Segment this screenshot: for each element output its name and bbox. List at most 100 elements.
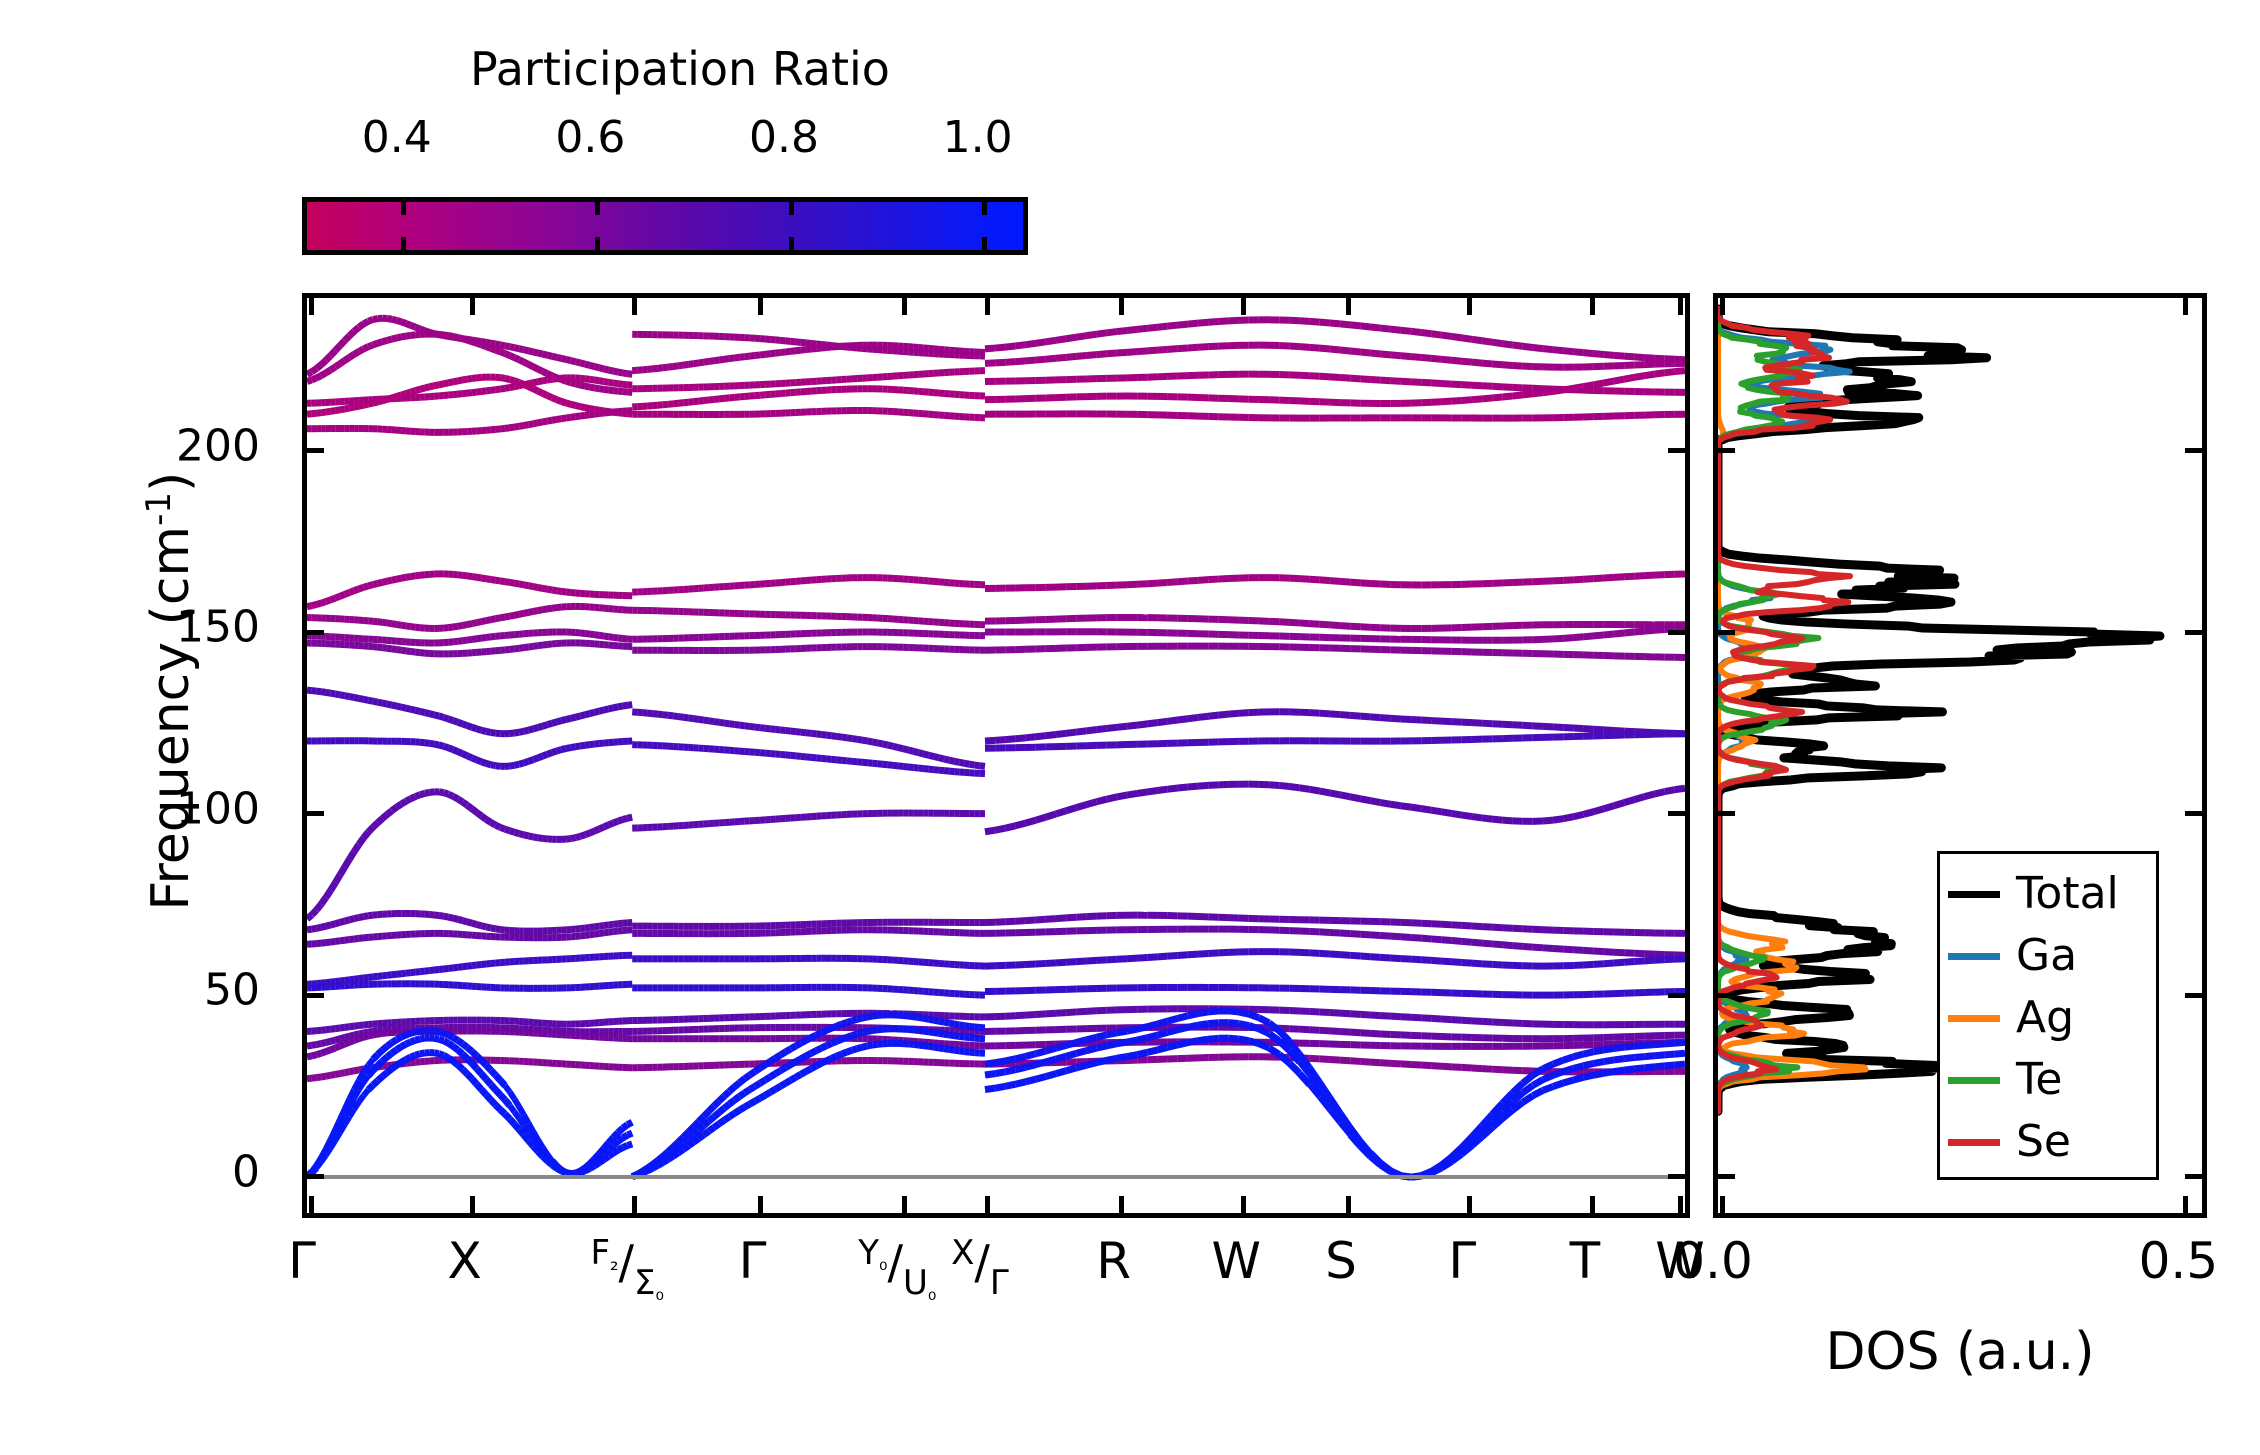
band-segment <box>376 397 384 406</box>
band-segment <box>546 585 553 594</box>
band-segment <box>338 1040 347 1050</box>
k-point-tick <box>757 1196 763 1213</box>
band-segment <box>810 339 817 348</box>
band-segment <box>409 1036 417 1046</box>
band-segment <box>938 1029 945 1038</box>
band-segment <box>1319 318 1331 327</box>
band-segment <box>1228 709 1239 718</box>
band-segment <box>346 1107 357 1119</box>
band-segment <box>455 1047 465 1057</box>
band-segment <box>597 823 606 833</box>
band-segment <box>994 1068 1006 1078</box>
band-segment <box>512 354 521 363</box>
band-segment <box>507 1090 517 1101</box>
band-segment <box>984 344 996 353</box>
band-segment <box>831 732 838 740</box>
band-segment <box>1410 1060 1422 1069</box>
band-segment <box>405 573 412 581</box>
band-segment <box>727 1084 737 1095</box>
band-segment <box>1380 714 1392 722</box>
band-segment <box>1593 350 1605 358</box>
band-segment <box>522 381 530 390</box>
band-segment <box>718 394 725 403</box>
legend-item-te[interactable]: Te <box>1948 1050 2062 1110</box>
band-segment <box>1096 956 1107 964</box>
band-segment <box>1502 924 1513 932</box>
band-segment <box>1106 955 1118 964</box>
legend-item-total[interactable]: Total <box>1948 864 2119 924</box>
band-segment <box>1319 1026 1331 1035</box>
colorbar-tick <box>401 202 407 215</box>
band-segment <box>601 1153 611 1163</box>
band-segment <box>367 581 374 590</box>
band-segment <box>1106 1054 1118 1064</box>
band-segment <box>1563 576 1574 584</box>
band-segment <box>1005 358 1016 366</box>
band-segment <box>404 1054 413 1063</box>
k-point-tick <box>632 1196 638 1213</box>
band-segment <box>1421 378 1432 387</box>
band-segment <box>1286 1060 1302 1076</box>
band-segment <box>636 1169 644 1179</box>
band-segment <box>391 620 398 628</box>
band-segment <box>994 343 1006 352</box>
band-segment <box>1126 348 1138 356</box>
band-segment <box>825 1055 834 1064</box>
colorbar-tick <box>594 237 600 250</box>
band-segment <box>1247 1010 1261 1021</box>
band-segment <box>773 1052 783 1062</box>
band-segment <box>1613 573 1625 581</box>
band-segment <box>556 415 563 423</box>
band-segment <box>621 1142 629 1151</box>
legend-item-ga[interactable]: Ga <box>1948 926 2077 986</box>
band-segment <box>386 394 393 403</box>
band-segment <box>1451 1016 1463 1024</box>
band-segment <box>744 352 751 361</box>
band-segment <box>437 1035 445 1045</box>
band-segment <box>799 1068 808 1078</box>
band-segment <box>1541 1083 1555 1094</box>
band-segment <box>1520 1072 1536 1086</box>
band-segment <box>657 710 664 719</box>
band-segment <box>339 936 346 945</box>
band-segment <box>490 615 497 624</box>
band-segment <box>1024 1075 1037 1086</box>
band-segment <box>1400 955 1412 963</box>
legend-item-se[interactable]: Se <box>1948 1112 2071 1172</box>
band-segment <box>495 385 501 394</box>
band-segment <box>344 1068 351 1077</box>
band-segment <box>1329 710 1341 719</box>
band-segment <box>442 1052 451 1061</box>
band-segment <box>513 828 521 837</box>
band-segment <box>1309 1007 1320 1016</box>
band-segment <box>508 376 516 385</box>
band-segment <box>391 575 398 584</box>
band-segment <box>320 939 327 947</box>
band-segment <box>1035 732 1047 741</box>
band-segment <box>598 364 605 373</box>
band-segment <box>1368 1153 1383 1168</box>
colorbar-title: Participation Ratio <box>470 42 890 96</box>
band-segment <box>457 376 464 385</box>
band-segment <box>386 644 393 653</box>
band-segment <box>419 384 426 393</box>
legend-label: Te <box>2016 1054 2063 1105</box>
band-segment <box>542 640 548 649</box>
band-segment <box>603 365 610 374</box>
band-segment <box>1297 1051 1313 1069</box>
dos-series-te <box>1718 305 1803 443</box>
band-segment <box>579 629 586 637</box>
band-segment <box>1014 1052 1027 1063</box>
band-segment <box>701 1108 712 1119</box>
legend-item-ag[interactable]: Ag <box>1948 988 2074 1048</box>
band-segment <box>1542 722 1554 731</box>
band-segment <box>1623 628 1635 637</box>
band-segment <box>325 1037 332 1046</box>
band-segment <box>592 1159 602 1169</box>
band-segment <box>598 385 605 393</box>
band-segment <box>1024 816 1037 827</box>
band-segment <box>1603 1068 1615 1077</box>
band-segment <box>809 1047 818 1057</box>
band-segment <box>362 400 370 409</box>
band-segment <box>555 396 563 405</box>
